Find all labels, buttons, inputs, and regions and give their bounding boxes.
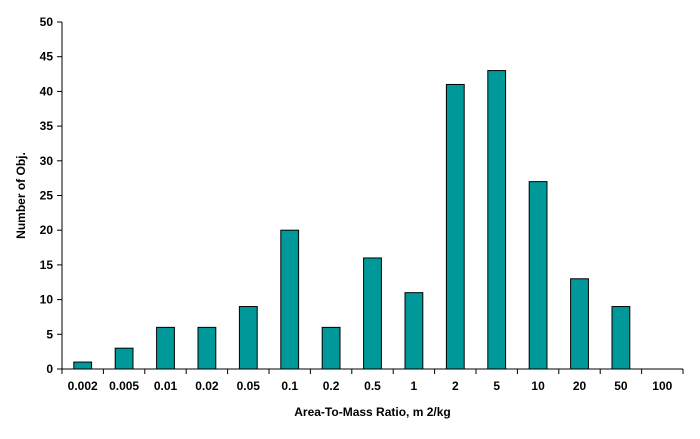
- x-tick-label: 100: [652, 379, 672, 393]
- x-axis-ticks: 0.002 0.005 0.01 0.02 0.05 0.1 0.2 0.5 1 2 5 10 20 50…: [61, 369, 684, 393]
- x-tick-label: 50: [614, 379, 628, 393]
- bars-group: [73, 70, 631, 370]
- x-tick-label: 0.005: [109, 379, 139, 393]
- y-tick-label: 35: [40, 119, 54, 133]
- x-tick-label: 10: [531, 379, 545, 393]
- x-tick-label: 0.2: [323, 379, 340, 393]
- bar-1: [404, 292, 424, 370]
- bar-0.02: [197, 326, 217, 370]
- x-tick-label: 1: [411, 379, 418, 393]
- y-axis-title: Number of Obj.: [14, 152, 28, 239]
- y-tick-label: 50: [40, 15, 54, 29]
- x-tick-label: 0.02: [195, 379, 219, 393]
- y-tick-label: 25: [40, 189, 54, 203]
- x-axis-title: Area-To-Mass Ratio, m 2/kg: [294, 405, 450, 419]
- x-tick-label: 0.002: [68, 379, 98, 393]
- bar-0.005: [114, 347, 134, 370]
- y-tick-label: 15: [40, 258, 54, 272]
- bar-5: [487, 70, 507, 370]
- y-tick-label: 10: [40, 293, 54, 307]
- x-tick-label: 5: [493, 379, 500, 393]
- bar-50: [611, 306, 631, 370]
- y-axis-ticks: 0 5 10 15 20 25 30 35 40 45 50: [40, 15, 62, 376]
- bar-20: [570, 278, 589, 370]
- bar-0.2: [321, 326, 341, 370]
- bar-10: [528, 181, 548, 370]
- bar-0.05: [238, 306, 258, 370]
- y-tick-label: 45: [40, 50, 54, 64]
- bar-2: [445, 83, 465, 370]
- y-tick-label: 20: [40, 223, 54, 237]
- y-tick-label: 40: [40, 84, 54, 98]
- y-tick-label: 5: [46, 327, 53, 341]
- bar-0.5: [363, 257, 382, 370]
- x-tick-label: 0.01: [154, 379, 178, 393]
- x-tick-label: 0.5: [364, 379, 381, 393]
- y-tick-label: 30: [40, 154, 54, 168]
- x-tick-label: 0.05: [237, 379, 261, 393]
- x-tick-label: 0.1: [281, 379, 298, 393]
- bar-0.01: [156, 326, 175, 370]
- y-tick-label: 0: [46, 362, 53, 376]
- x-tick-label: 20: [573, 379, 587, 393]
- x-tick-label: 2: [452, 379, 459, 393]
- bar-0.1: [280, 229, 300, 370]
- bar-0.002: [73, 361, 93, 370]
